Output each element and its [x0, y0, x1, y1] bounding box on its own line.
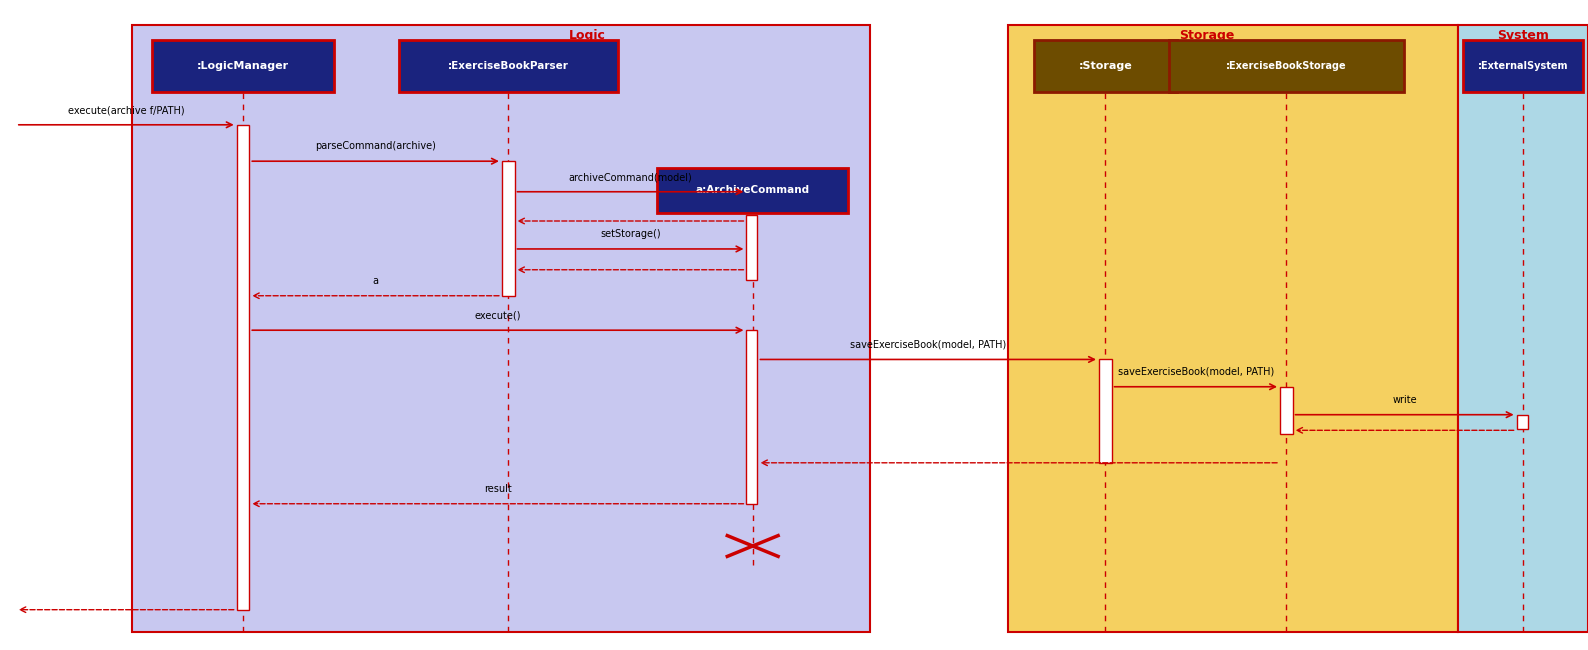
Bar — [1280, 387, 1293, 434]
Text: :LogicManager: :LogicManager — [197, 61, 289, 72]
Text: write: write — [1393, 395, 1416, 405]
Text: :ExternalSystem: :ExternalSystem — [1478, 61, 1567, 72]
Bar — [1099, 359, 1112, 463]
Bar — [502, 161, 515, 296]
Text: saveExerciseBook(model, PATH): saveExerciseBook(model, PATH) — [850, 340, 1007, 350]
Text: :ExerciseBookStorage: :ExerciseBookStorage — [1226, 61, 1347, 72]
Text: a:ArchiveCommand: a:ArchiveCommand — [696, 185, 810, 196]
Bar — [746, 330, 757, 504]
Bar — [1169, 40, 1404, 92]
Bar — [132, 25, 870, 632]
Text: a: a — [373, 276, 378, 286]
Bar — [1034, 40, 1177, 92]
Bar — [399, 40, 618, 92]
Bar — [1517, 415, 1528, 429]
Bar — [1463, 40, 1583, 92]
Text: saveExerciseBook(model, PATH): saveExerciseBook(model, PATH) — [1118, 367, 1274, 377]
Text: execute(archive f/PATH): execute(archive f/PATH) — [68, 105, 184, 115]
Text: parseCommand(archive): parseCommand(archive) — [314, 142, 437, 151]
Bar — [1008, 25, 1458, 632]
Text: :ExerciseBookParser: :ExerciseBookParser — [448, 61, 569, 72]
Bar — [1458, 25, 1588, 632]
Text: Logic: Logic — [569, 29, 607, 42]
Bar — [746, 214, 757, 280]
Text: setStorage(): setStorage() — [600, 229, 661, 239]
Bar — [237, 125, 249, 610]
Bar — [657, 168, 848, 213]
Text: execute(): execute() — [475, 311, 521, 320]
Text: archiveCommand(model): archiveCommand(model) — [569, 172, 692, 182]
Bar — [152, 40, 333, 92]
Text: System: System — [1497, 29, 1548, 42]
Text: result: result — [484, 484, 511, 494]
Text: Storage: Storage — [1180, 29, 1234, 42]
Text: :Storage: :Storage — [1078, 61, 1132, 72]
